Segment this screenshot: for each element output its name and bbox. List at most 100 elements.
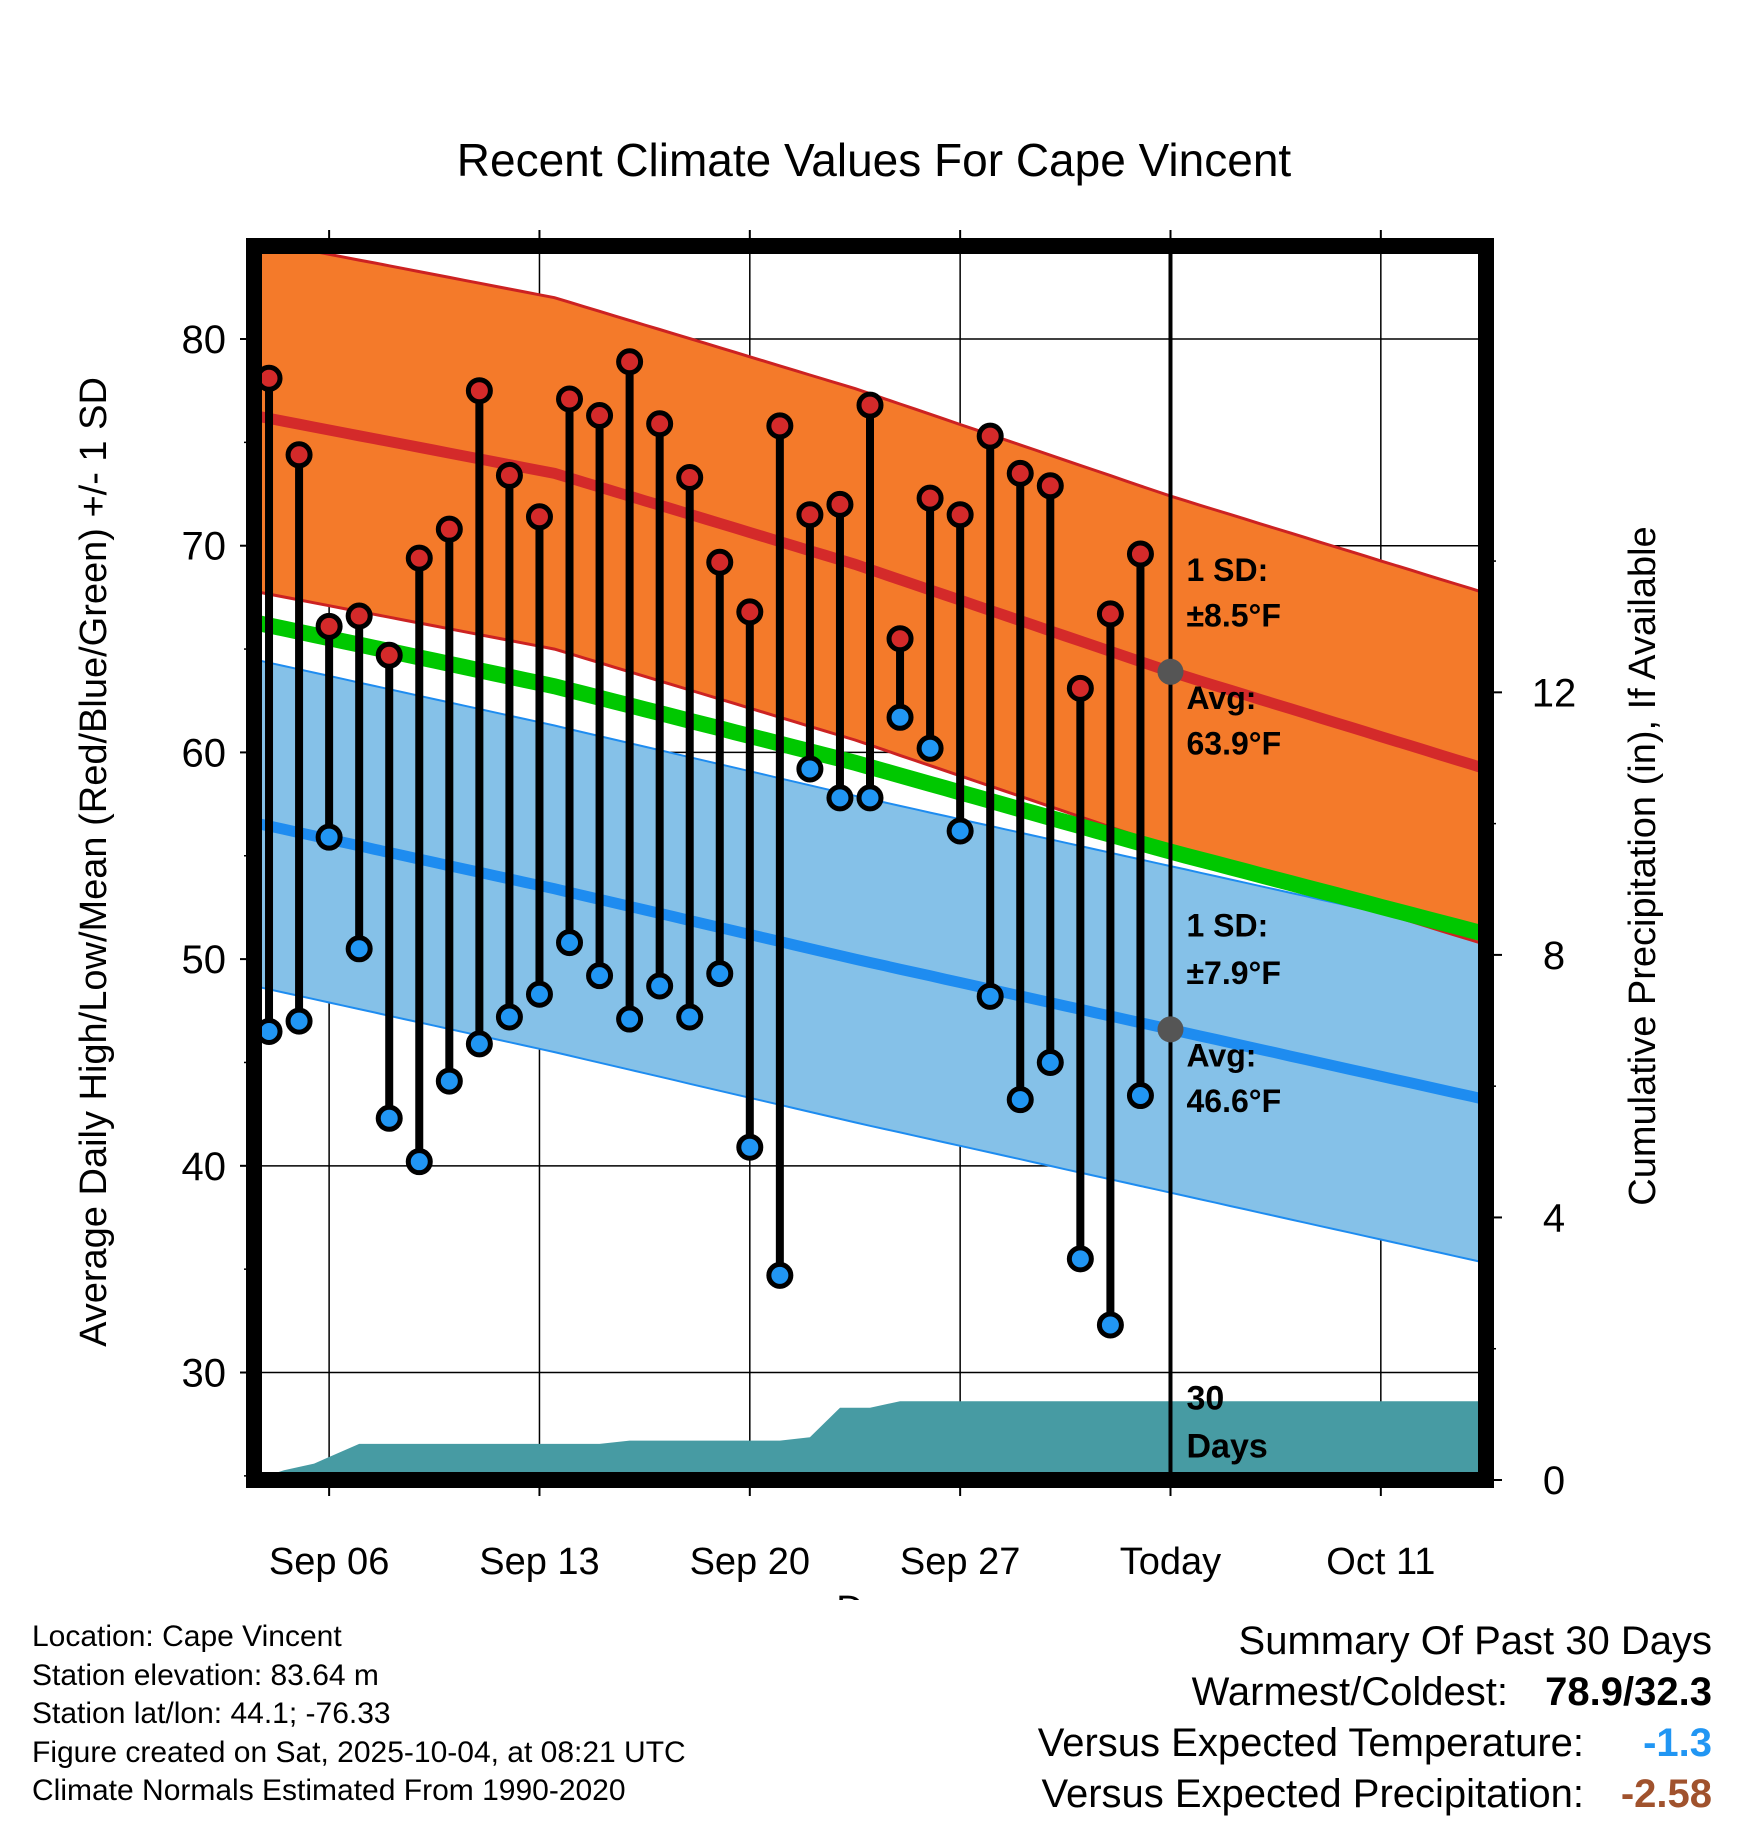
created-text: Figure created on Sat, 2025-10-04, at 08… (32, 1735, 686, 1769)
daily-high-point (525, 503, 553, 531)
y2-axis-label: Cumulative Precipitation (in), If Availa… (1622, 526, 1664, 1205)
high-sd-label: 1 SD: (1186, 552, 1268, 588)
daily-high-point (976, 422, 1004, 450)
daily-low-point (856, 784, 884, 812)
daily-low-point (916, 734, 944, 762)
y-tick-label: 60 (182, 731, 227, 775)
elevation-text: Station elevation: 83.64 m (32, 1658, 379, 1692)
low-normal-line (252, 817, 1488, 1106)
daily-low-point (616, 1005, 644, 1033)
plot-area: 1 SD: ±8.5°F Avg: 63.9°F 1 SD: ±7.9°F Avg: 46.6… (252, 237, 1489, 1480)
y2-tick-label: 4 (1543, 1196, 1565, 1240)
x-tick-label: Oct 11 (1326, 1541, 1435, 1583)
daily-high-point (495, 461, 523, 489)
daily-low-point (405, 1148, 433, 1176)
daily-high-point (856, 391, 884, 419)
daily-high-point (405, 544, 433, 572)
daily-high-point (946, 501, 974, 529)
latlon-text: Station lat/lon: 44.1; -76.33 (32, 1697, 391, 1730)
station-info: Location: Cape Vincent Station elevation… (32, 1618, 686, 1811)
daily-low-point (736, 1133, 764, 1161)
daily-low-point (826, 784, 854, 812)
daily-low-point (1036, 1048, 1064, 1076)
daily-high-point (796, 501, 824, 529)
precipitation-departure-value: -2.58 (1620, 1772, 1712, 1816)
low-avg-label: Avg: (1186, 1038, 1256, 1074)
high-avg-value: 63.9°F (1186, 725, 1281, 761)
x-tick-label: Sep 27 (900, 1541, 1020, 1583)
location-text: Location: Cape Vincent (32, 1620, 342, 1653)
low-average-marker (1157, 1016, 1184, 1043)
y-axis-label: Average Daily High/Low/Mean (Red/Blue/Gr… (73, 377, 115, 1347)
y2-tick-label: 12 (1532, 671, 1577, 715)
daily-high-point (646, 410, 674, 438)
x-tick-label: Today (1120, 1541, 1221, 1583)
daily-high-point (586, 401, 614, 429)
daily-low-point (646, 972, 674, 1000)
y-tick-label: 50 (182, 938, 227, 982)
daily-high-point (345, 602, 373, 630)
warmest-coldest-row: Warmest/Coldest: 78.9/32.3 (1038, 1667, 1712, 1718)
daily-high-point (1096, 600, 1124, 628)
y-tick-label: 70 (182, 525, 227, 569)
temperature-departure-value: -1.3 (1643, 1721, 1712, 1765)
warmest-coldest-value: 78.9/32.3 (1545, 1670, 1712, 1714)
daily-high-point (766, 412, 794, 440)
daily-high-point (435, 515, 463, 543)
daily-high-point (465, 377, 493, 405)
daily-low-point (1096, 1311, 1124, 1339)
x-tick-label: Sep 13 (479, 1541, 599, 1583)
climate-chart: Recent Climate Values For Cape Vincent 1… (73, 134, 1664, 1600)
chart-title: Recent Climate Values For Cape Vincent (457, 134, 1292, 186)
daily-low-point (556, 929, 584, 957)
daily-high-point (1126, 540, 1154, 568)
summary-title: Summary Of Past 30 Days (1238, 1619, 1712, 1663)
daily-high-point (556, 385, 584, 413)
x-tick-label: Sep 20 (690, 1541, 810, 1583)
daily-high-point (676, 464, 704, 492)
plot-frame (246, 238, 1494, 1488)
daily-low-point (886, 703, 914, 731)
axes: 30 40 50 60 70 80 0 4 8 12 Sep 06 Sep 13 Sep 20 Sep 2… (182, 230, 1577, 1583)
y-tick-label: 40 (182, 1145, 227, 1189)
daily-high-point (886, 625, 914, 653)
temperature-departure-row: Versus Expected Temperature: -1.3 (1038, 1718, 1712, 1769)
daily-low-point (435, 1067, 463, 1095)
high-sd-value: ±8.5°F (1186, 597, 1280, 633)
period-unit: Days (1186, 1427, 1267, 1465)
low-sd-label: 1 SD: (1186, 907, 1268, 943)
daily-high-point (1036, 472, 1064, 500)
daily-high-point (916, 484, 944, 512)
daily-low-point (1066, 1245, 1094, 1273)
y2-tick-label: 0 (1543, 1459, 1565, 1503)
temperature-departure-label: Versus Expected Temperature: (1037, 1721, 1584, 1765)
high-avg-label: Avg: (1186, 680, 1256, 716)
daily-high-point (736, 598, 764, 626)
daily-low-point (766, 1261, 794, 1289)
daily-low-point (525, 980, 553, 1008)
precipitation-departure-row: Versus Expected Precipitation: -2.58 (1038, 1769, 1712, 1820)
daily-low-point (796, 755, 824, 783)
daily-low-point (375, 1104, 403, 1132)
daily-high-point (616, 348, 644, 376)
daily-high-point (1006, 459, 1034, 487)
daily-high-point (285, 441, 313, 469)
daily-high-point (826, 490, 854, 518)
warmest-coldest-label: Warmest/Coldest: (1191, 1670, 1508, 1714)
normals-text: Climate Normals Estimated From 1990-2020 (32, 1774, 626, 1807)
y2-tick-label: 8 (1543, 934, 1565, 978)
precipitation-area (254, 1401, 1486, 1480)
daily-low-point (706, 960, 734, 988)
daily-low-point (315, 823, 343, 851)
daily-low-point (345, 935, 373, 963)
daily-high-point (1066, 674, 1094, 702)
daily-low-point (586, 962, 614, 990)
daily-high-point (706, 548, 734, 576)
daily-low-point (976, 982, 1004, 1010)
y-tick-label: 80 (182, 318, 227, 362)
daily-low-point (946, 817, 974, 845)
daily-low-point (495, 1003, 523, 1031)
daily-low-point (676, 1003, 704, 1031)
daily-low-point (465, 1030, 493, 1058)
y-tick-label: 30 (182, 1352, 227, 1396)
